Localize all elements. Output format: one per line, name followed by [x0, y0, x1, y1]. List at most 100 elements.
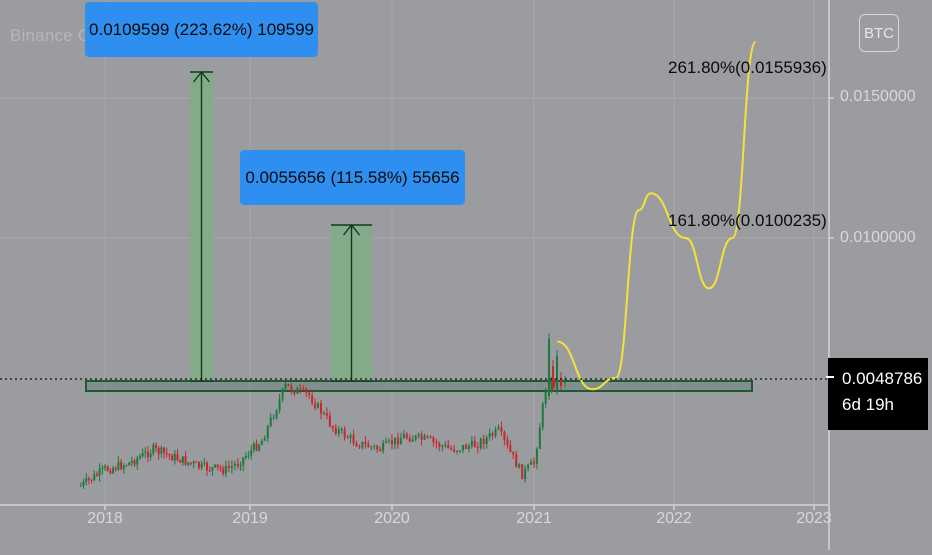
candle-body	[98, 468, 101, 476]
candle-body	[343, 429, 346, 438]
candle-body	[250, 449, 253, 456]
candle-body	[152, 444, 155, 454]
candle-body	[515, 454, 518, 468]
candle-body	[349, 435, 352, 438]
candle-body	[497, 427, 500, 430]
candle-body	[482, 438, 485, 444]
candle-body	[503, 431, 506, 440]
candle-body	[79, 485, 82, 487]
candle-body	[346, 437, 349, 439]
candle-body	[302, 388, 305, 390]
candle-body	[331, 425, 334, 428]
candle-body	[317, 403, 320, 408]
candle-body	[417, 434, 420, 436]
measure-label-2[interactable]: 0.0055656 (115.58%) 55656	[240, 150, 465, 205]
candle-body	[219, 467, 222, 469]
candle-body	[104, 466, 106, 468]
x-tick-label: 2018	[87, 510, 123, 527]
fib-level-161-label: 161.80%(0.0100235)	[668, 211, 827, 230]
candle-body	[334, 427, 337, 434]
candle-body	[236, 463, 239, 466]
candle-body	[230, 465, 233, 469]
candle-body	[453, 449, 456, 452]
candle-body	[450, 447, 453, 450]
candle-body	[426, 435, 429, 437]
candle-body	[538, 427, 541, 449]
candle-body	[214, 464, 217, 468]
last-price-value: 0.0048786	[842, 369, 923, 388]
candle-body	[447, 444, 450, 448]
x-tick-label: 2023	[796, 510, 832, 527]
candle-body	[355, 443, 358, 447]
candle-body	[518, 464, 521, 468]
candle-body	[130, 460, 133, 463]
candle-body	[101, 467, 104, 469]
candle-body	[399, 438, 402, 445]
candle-body	[242, 457, 245, 466]
y-tick-label: 0.0100000	[840, 229, 916, 246]
candle-body	[189, 462, 192, 464]
candle-body	[385, 441, 388, 443]
candle-body	[200, 463, 203, 468]
candle-body	[278, 399, 281, 411]
currency-badge[interactable]: BTC	[859, 14, 899, 52]
candle-body	[255, 443, 258, 451]
candle-body	[337, 429, 340, 434]
candle-body	[476, 447, 479, 449]
candle-body	[244, 456, 247, 458]
candle-body	[524, 468, 527, 480]
candle-body	[361, 441, 364, 448]
candle-body	[462, 445, 464, 451]
candle-body	[314, 403, 317, 408]
candle-body	[144, 451, 147, 453]
candle-body	[122, 465, 125, 470]
candle-body	[260, 440, 263, 445]
candle-body	[141, 452, 144, 457]
candle-body	[266, 425, 269, 439]
x-tick-label: 2020	[374, 510, 410, 527]
candle-body	[168, 454, 171, 456]
candle-body	[163, 447, 166, 453]
last-price-tag: 0.0048786 6d 19h	[826, 358, 928, 430]
candle-body	[388, 440, 391, 442]
candle-body	[411, 439, 414, 442]
support-zone	[85, 380, 753, 392]
candle-body	[456, 450, 459, 452]
candle-body	[376, 445, 379, 450]
candle-body	[90, 479, 93, 481]
candle-body	[203, 462, 206, 464]
candle-body	[272, 417, 275, 419]
candle-body	[364, 441, 367, 444]
candle-body	[325, 412, 328, 416]
projection-curve	[557, 41, 757, 391]
candle-body	[258, 444, 261, 451]
measure-1-arrow-head	[192, 70, 211, 83]
candle-body	[423, 435, 426, 440]
measure-label-1[interactable]: 0.0109599 (223.62%) 109599	[85, 2, 318, 57]
candle-body	[485, 437, 488, 444]
candle-body	[171, 455, 174, 461]
candle-body	[293, 391, 296, 394]
candle-body	[509, 444, 512, 452]
candle-body	[391, 440, 393, 445]
bar-countdown: 6d 19h	[842, 395, 894, 414]
candle-body	[473, 440, 476, 448]
candle-body	[322, 412, 325, 414]
candle-body	[393, 437, 396, 445]
candle-body	[405, 434, 408, 438]
x-tick-label: 2021	[516, 510, 552, 527]
candle-body	[320, 403, 322, 414]
candle-body	[548, 339, 550, 396]
measure-2-arrow-head	[342, 223, 361, 236]
candle-body	[305, 388, 308, 393]
candle-body	[396, 437, 399, 445]
candle-body	[556, 356, 558, 391]
candle-body	[184, 456, 187, 465]
candle-body	[149, 453, 152, 458]
candle-body	[296, 388, 299, 394]
candle-body	[535, 448, 538, 464]
candle-body	[564, 382, 566, 383]
candle-body	[550, 381, 553, 392]
